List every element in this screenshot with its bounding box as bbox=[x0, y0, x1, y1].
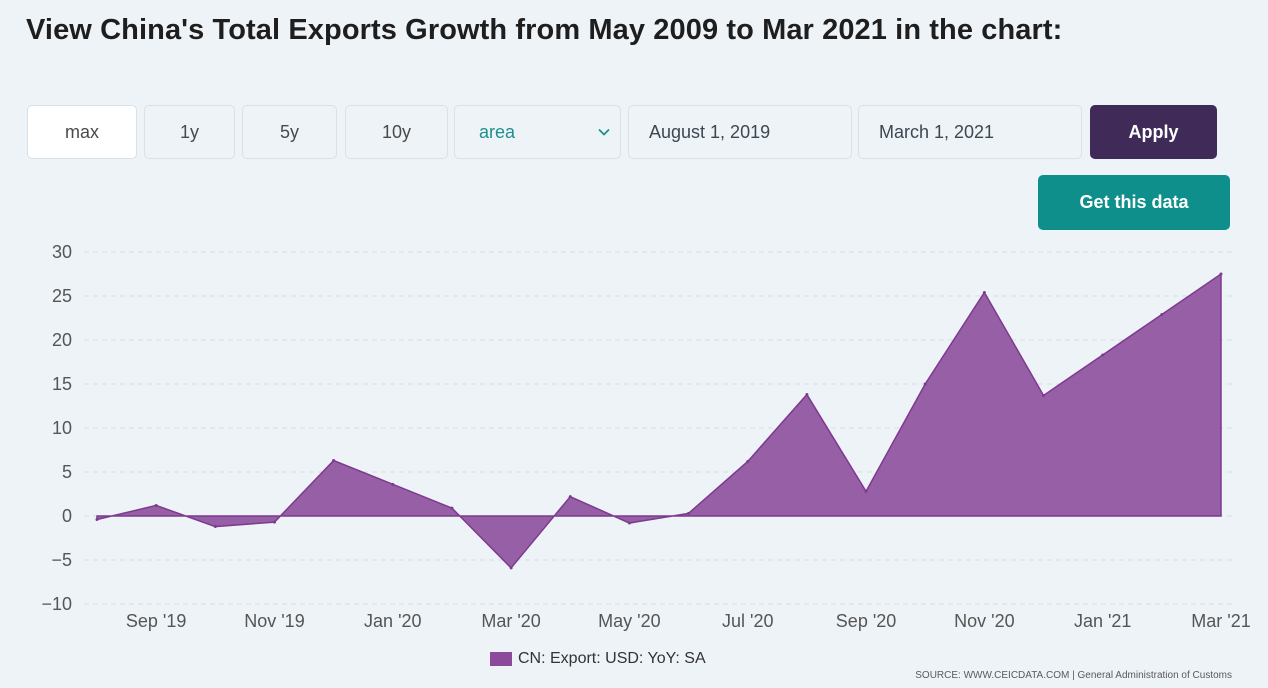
y-tick-label: 10 bbox=[52, 418, 72, 438]
y-tick-label: −10 bbox=[41, 594, 72, 614]
y-tick-label: 30 bbox=[52, 242, 72, 262]
data-point bbox=[568, 495, 572, 499]
x-tick-label: Mar '20 bbox=[481, 611, 540, 631]
apply-button[interactable]: Apply bbox=[1090, 105, 1217, 159]
y-tick-label: 5 bbox=[62, 462, 72, 482]
y-tick-label: 0 bbox=[62, 506, 72, 526]
x-tick-label: Jul '20 bbox=[722, 611, 773, 631]
x-tick-label: Jan '20 bbox=[364, 611, 421, 631]
chevron-down-icon bbox=[598, 128, 610, 136]
data-point bbox=[746, 459, 750, 463]
chart-legend[interactable]: CN: Export: USD: YoY: SA bbox=[490, 650, 706, 668]
data-point bbox=[272, 520, 276, 524]
data-point bbox=[391, 482, 395, 486]
data-point bbox=[450, 506, 454, 510]
data-point bbox=[864, 489, 868, 493]
page-title: View China's Total Exports Growth from M… bbox=[26, 14, 1063, 46]
data-point bbox=[923, 382, 927, 386]
legend-label: CN: Export: USD: YoY: SA bbox=[518, 650, 706, 667]
x-tick-label: Jan '21 bbox=[1074, 611, 1131, 631]
x-tick-label: Nov '19 bbox=[244, 611, 304, 631]
y-tick-label: 25 bbox=[52, 286, 72, 306]
chart-type-value: area bbox=[479, 121, 516, 142]
chart-type-select[interactable]: area bbox=[454, 105, 621, 159]
data-point bbox=[982, 290, 986, 294]
x-tick-label: Nov '20 bbox=[954, 611, 1014, 631]
data-point bbox=[1160, 312, 1164, 316]
x-tick-label: Sep '19 bbox=[126, 611, 187, 631]
end-date-field[interactable]: March 1, 2021 bbox=[858, 105, 1082, 159]
data-point bbox=[213, 525, 217, 529]
y-tick-label: 15 bbox=[52, 374, 72, 394]
data-point bbox=[687, 511, 691, 515]
legend-swatch bbox=[490, 652, 512, 666]
x-tick-label: Mar '21 bbox=[1191, 611, 1250, 631]
data-point bbox=[154, 503, 158, 507]
data-point bbox=[332, 459, 336, 463]
data-point bbox=[509, 566, 513, 570]
x-tick-label: May '20 bbox=[598, 611, 660, 631]
area-chart: 30 25 20 15 10 5 0 −5 −10 Sep '19 Nov '19 Jan '20 Ma… bbox=[41, 242, 1250, 631]
start-date-field[interactable]: August 1, 2019 bbox=[628, 105, 852, 159]
data-point bbox=[1101, 353, 1105, 357]
y-tick-label: −5 bbox=[51, 550, 72, 570]
get-data-button[interactable]: Get this data bbox=[1038, 175, 1230, 230]
data-point bbox=[95, 518, 99, 522]
data-point bbox=[1219, 272, 1223, 276]
range-5y-button[interactable]: 5y bbox=[242, 105, 337, 159]
series-area bbox=[96, 272, 1222, 570]
source-note: SOURCE: WWW.CEICDATA.COM | General Admin… bbox=[915, 670, 1232, 681]
y-tick-label: 20 bbox=[52, 330, 72, 350]
range-10y-button[interactable]: 10y bbox=[345, 105, 448, 159]
data-point bbox=[805, 393, 809, 397]
range-1y-button[interactable]: 1y bbox=[144, 105, 235, 159]
data-point bbox=[1042, 393, 1046, 397]
x-tick-label: Sep '20 bbox=[836, 611, 897, 631]
range-max-button[interactable]: max bbox=[27, 105, 137, 159]
data-point bbox=[627, 521, 631, 525]
